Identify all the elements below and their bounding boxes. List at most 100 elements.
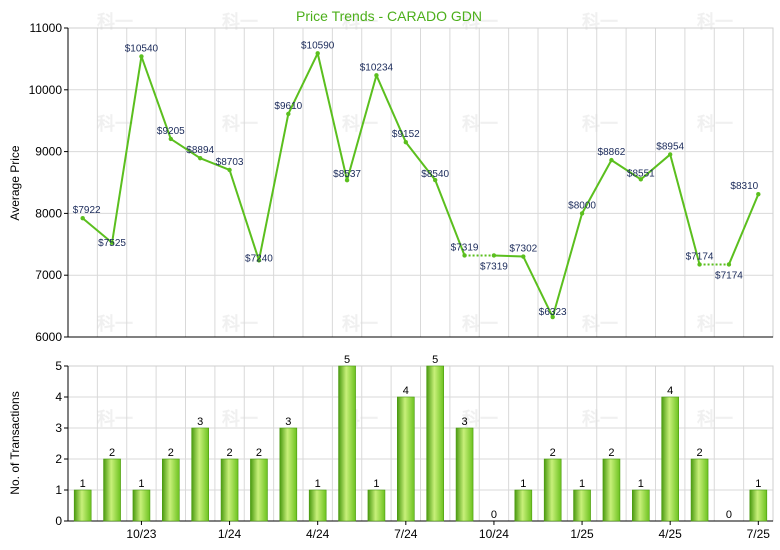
price-point <box>374 73 379 78</box>
transactions-y-tick-label: 3 <box>55 421 62 435</box>
price-data-label: $9205 <box>157 126 185 137</box>
watermark-text: 科一 <box>462 113 498 134</box>
price-data-label: $9152 <box>392 129 420 140</box>
price-point <box>491 253 497 258</box>
transaction-bar-label: 1 <box>80 478 86 490</box>
price-line-segment <box>257 113 290 261</box>
price-data-label: $10590 <box>301 40 335 51</box>
transactions-y-tick-label: 2 <box>55 452 62 466</box>
price-data-label: $7319 <box>480 261 508 272</box>
price-line-segment <box>610 159 642 181</box>
price-data-label: $10540 <box>125 43 159 54</box>
watermark-text: 科一 <box>222 11 258 32</box>
price-line-segment <box>170 138 201 159</box>
transaction-bar <box>279 427 298 522</box>
watermark-text: 科一 <box>462 408 498 429</box>
price-point <box>550 314 555 320</box>
transaction-bar <box>573 489 591 522</box>
price-data-label: $9610 <box>274 101 302 112</box>
transaction-bar-label: 0 <box>491 509 497 521</box>
price-series: $7922 $7525 $10540 $9205$8894$8703 $7240 $961… <box>73 40 761 320</box>
transaction-bar-label: 1 <box>373 478 379 490</box>
transaction-bar <box>73 489 92 522</box>
transaction-bar <box>220 458 239 522</box>
transaction-bar-label: 5 <box>432 354 438 366</box>
transaction-bar-label: 1 <box>579 478 585 490</box>
x-tick-label: 4/24 <box>306 527 330 541</box>
price-line-segment <box>434 179 466 256</box>
transaction-bar-label: 5 <box>344 354 350 366</box>
watermark-text: 科一 <box>97 113 133 134</box>
price-point <box>286 111 291 117</box>
price-data-label: $7174 <box>715 270 743 281</box>
price-data-label: $7174 <box>686 251 714 262</box>
transactions-y-tick-label: 4 <box>55 390 62 404</box>
watermark-text: 科一 <box>582 408 618 429</box>
price-point <box>80 216 85 221</box>
price-line-segment <box>581 159 613 214</box>
price-point <box>726 262 732 267</box>
transaction-bar-label: 3 <box>285 416 291 428</box>
watermark-text: 科一 <box>697 113 733 134</box>
transaction-bar <box>132 489 151 522</box>
price-data-label: $8954 <box>656 141 684 152</box>
transaction-bar-label: 2 <box>608 447 614 459</box>
transaction-bar <box>103 458 121 522</box>
price-data-label: $8537 <box>333 169 361 180</box>
price-line-segment <box>551 213 584 318</box>
transaction-bar <box>455 427 474 522</box>
transaction-bar-label: 1 <box>638 478 644 490</box>
watermark-text: 科一 <box>582 113 618 134</box>
price-point <box>462 253 467 258</box>
watermark-text: 科一 <box>97 11 133 32</box>
watermark-text: 科一 <box>582 313 618 334</box>
price-y-tick-label: 10000 <box>29 83 63 97</box>
transaction-bar <box>749 489 768 522</box>
price-point <box>697 262 702 267</box>
x-tick-label: 7/25 <box>747 527 771 541</box>
price-data-label: $10234 <box>360 62 394 73</box>
price-data-label: $7319 <box>451 242 479 253</box>
price-point <box>256 258 262 263</box>
price-point <box>344 178 350 183</box>
price-data-label: $8703 <box>216 157 244 168</box>
transaction-bar <box>690 458 709 522</box>
price-point <box>109 240 115 245</box>
price-line-segment <box>375 74 407 143</box>
price-data-label: $6323 <box>539 307 567 318</box>
price-line-segment <box>199 157 230 171</box>
transaction-bar-label: 4 <box>403 385 409 397</box>
transactions-y-tick-label: 0 <box>55 514 62 528</box>
transaction-bar-label: 4 <box>667 385 673 397</box>
price-line-segment <box>82 217 113 244</box>
price-point <box>756 192 761 197</box>
transaction-bar-label: 2 <box>168 447 174 459</box>
price-data-label: $8894 <box>186 145 214 156</box>
watermark-text: 科一 <box>342 11 378 32</box>
transaction-bar <box>338 365 356 522</box>
transaction-bar-label: 1 <box>315 478 321 490</box>
x-tick-label: 1/24 <box>218 527 242 541</box>
x-tick-label: 10/23 <box>126 527 156 541</box>
transaction-bar-label: 2 <box>109 447 115 459</box>
price-data-label: $7525 <box>98 238 126 249</box>
price-line-segment <box>228 169 260 261</box>
watermark-text: 科一 <box>697 11 733 32</box>
price-line-segment <box>111 56 143 243</box>
watermark-text: 科一 <box>462 11 498 32</box>
transaction-bar-label: 3 <box>197 416 203 428</box>
transaction-bar <box>250 458 268 522</box>
price-y-axis-label: Average Price <box>8 145 22 220</box>
watermark-text: 科一 <box>697 313 733 334</box>
x-tick-label: 1/25 <box>570 527 594 541</box>
price-point <box>638 177 644 182</box>
transaction-bar-label: 3 <box>462 416 468 428</box>
transactions-y-axis-label: No. of Transactions <box>8 391 22 494</box>
price-data-label: $8551 <box>627 168 655 179</box>
price-y-tick-label: 8000 <box>35 206 62 220</box>
transaction-bar <box>367 489 386 522</box>
price-data-label: $8862 <box>598 147 626 158</box>
